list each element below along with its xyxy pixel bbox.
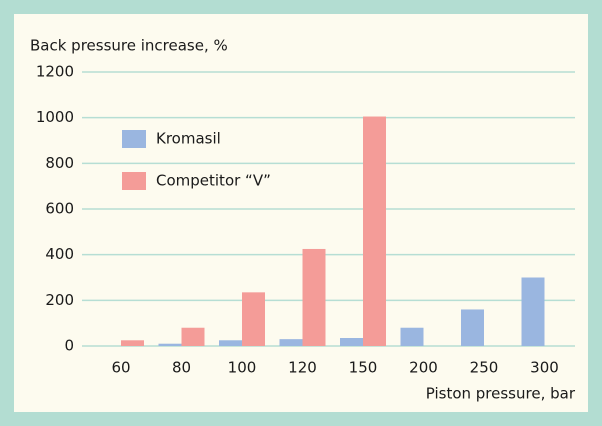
y-tick-label: 1200 xyxy=(36,63,74,81)
y-axis-title: Back pressure increase, % xyxy=(30,37,228,55)
bar xyxy=(400,327,424,346)
y-tick-label: 200 xyxy=(45,291,74,309)
x-tick-label: 60 xyxy=(111,359,130,377)
legend-swatch xyxy=(122,130,146,148)
bar xyxy=(340,338,363,346)
legend-label: Competitor “V” xyxy=(156,172,271,190)
x-tick-label: 300 xyxy=(530,359,559,377)
bar xyxy=(363,116,386,347)
y-tick-label: 0 xyxy=(64,337,74,355)
x-tick-label: 80 xyxy=(172,359,191,377)
panel xyxy=(14,14,588,412)
x-tick-label: 200 xyxy=(409,359,438,377)
bar xyxy=(302,248,326,346)
x-axis-title: Piston pressure, bar xyxy=(426,385,576,403)
y-tick-label: 800 xyxy=(45,154,74,172)
y-tick-label: 1000 xyxy=(36,108,74,126)
x-tick-label: 120 xyxy=(288,359,317,377)
bar xyxy=(279,339,303,346)
legend-swatch xyxy=(122,172,146,190)
bar xyxy=(461,309,484,346)
y-tick-label: 400 xyxy=(45,245,74,263)
x-tick-label: 250 xyxy=(470,359,499,377)
bar xyxy=(121,340,144,346)
x-tick-label: 150 xyxy=(349,359,378,377)
x-tick-label: 100 xyxy=(228,359,257,377)
bar xyxy=(242,292,265,346)
bar xyxy=(219,340,242,346)
legend-label: Kromasil xyxy=(156,130,221,148)
bar xyxy=(181,327,205,346)
bar xyxy=(521,277,545,346)
bar xyxy=(158,343,182,346)
y-tick-label: 600 xyxy=(45,200,74,218)
